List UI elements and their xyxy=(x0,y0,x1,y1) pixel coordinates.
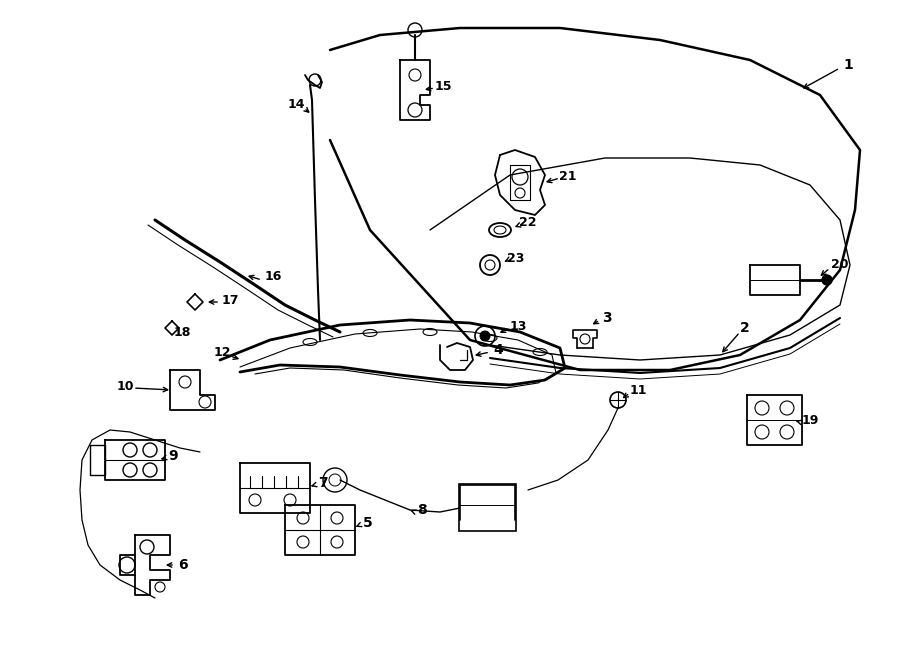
Text: 7: 7 xyxy=(319,476,328,490)
Circle shape xyxy=(480,331,490,341)
Text: 2: 2 xyxy=(740,321,750,335)
Text: 21: 21 xyxy=(559,169,577,182)
Text: 19: 19 xyxy=(801,414,819,426)
Text: 13: 13 xyxy=(509,319,526,332)
Text: 8: 8 xyxy=(417,503,427,517)
Text: 5: 5 xyxy=(363,516,373,530)
Text: 20: 20 xyxy=(832,258,849,272)
Text: 17: 17 xyxy=(221,295,239,307)
Text: 4: 4 xyxy=(493,343,503,357)
Text: 6: 6 xyxy=(178,558,188,572)
Text: 9: 9 xyxy=(168,449,178,463)
Text: 11: 11 xyxy=(629,383,647,397)
Circle shape xyxy=(822,275,832,285)
Text: 15: 15 xyxy=(434,79,452,93)
Text: 1: 1 xyxy=(843,58,853,72)
Text: 16: 16 xyxy=(265,270,282,284)
Text: 22: 22 xyxy=(519,217,536,229)
FancyBboxPatch shape xyxy=(459,484,516,531)
Text: 10: 10 xyxy=(116,379,134,393)
Text: 18: 18 xyxy=(174,325,191,338)
Text: 12: 12 xyxy=(213,346,230,358)
Text: 3: 3 xyxy=(602,311,612,325)
Text: 23: 23 xyxy=(508,251,525,264)
Text: 14: 14 xyxy=(287,98,305,112)
